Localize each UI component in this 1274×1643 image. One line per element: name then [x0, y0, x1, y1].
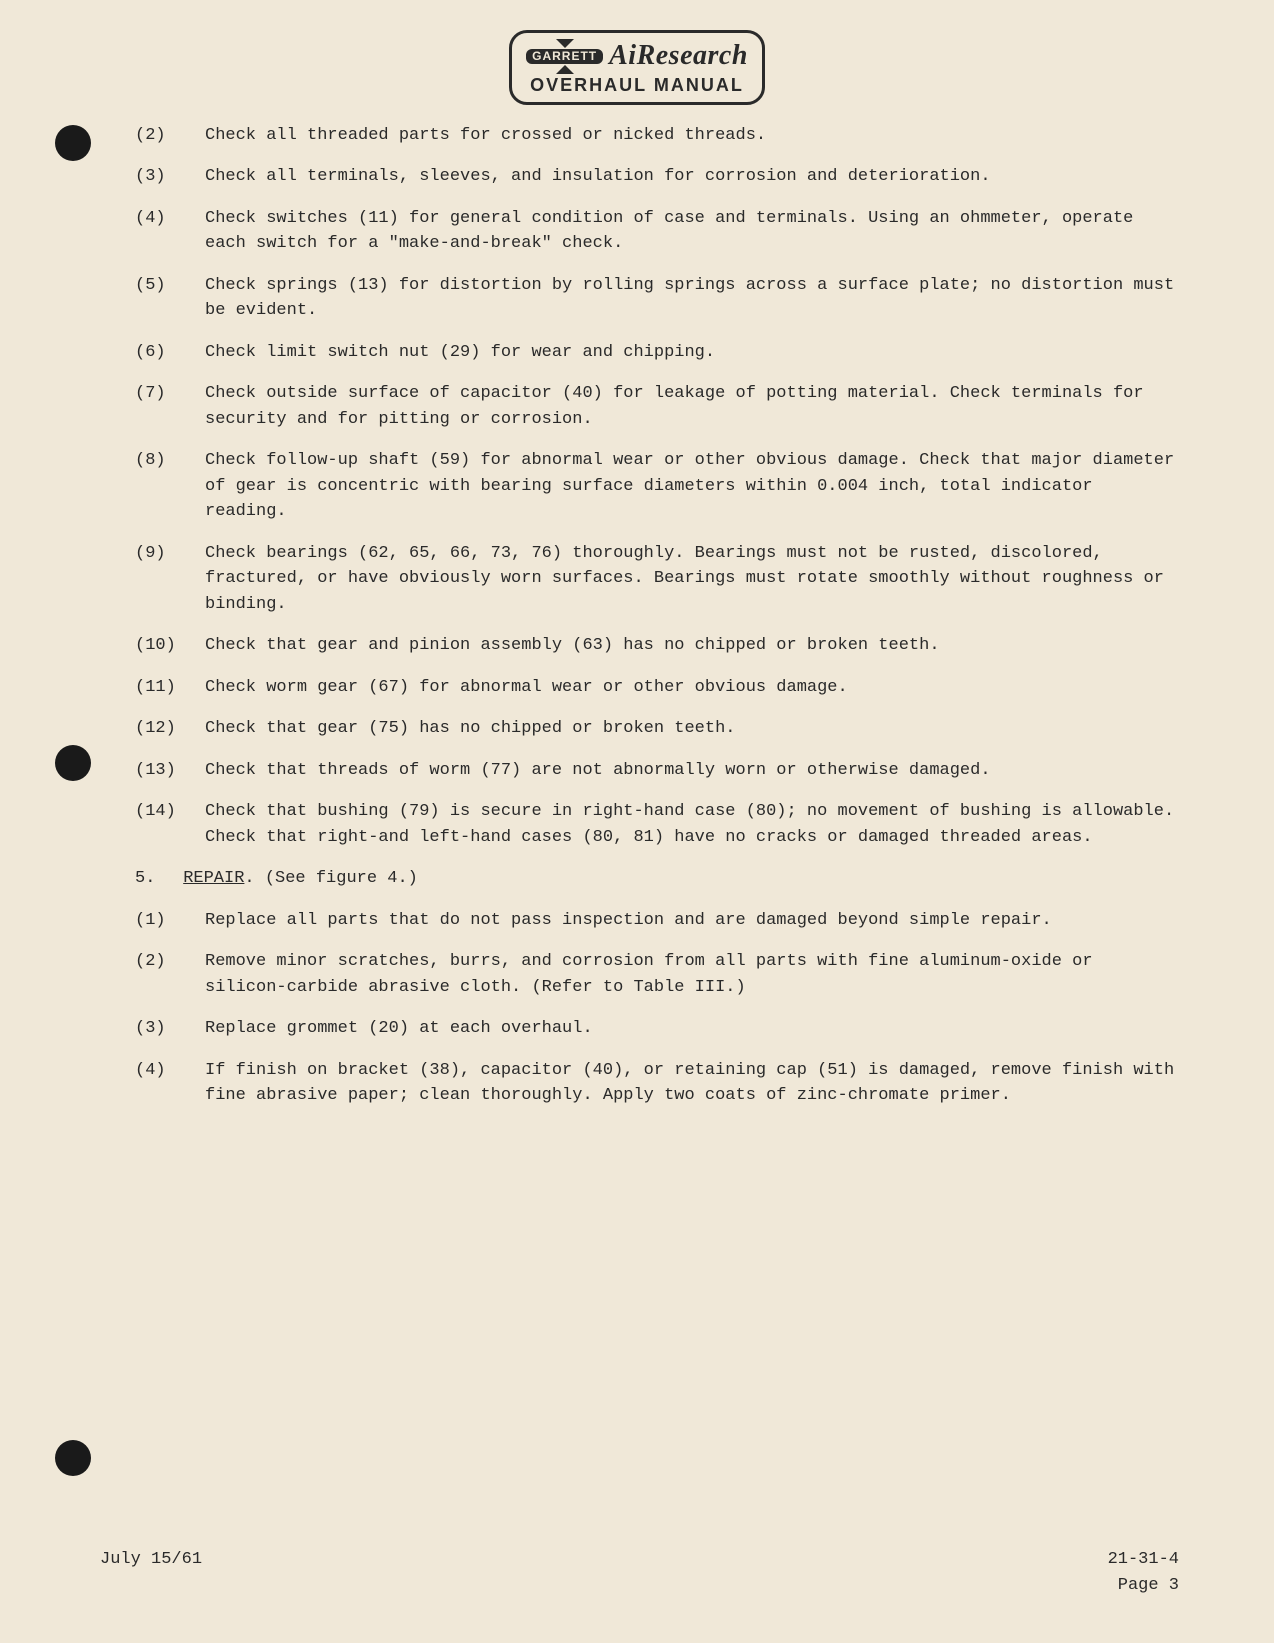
item-number: (4): [135, 206, 205, 257]
list-item: (7)Check outside surface of capacitor (4…: [135, 381, 1179, 432]
list-item: (2)Check all threaded parts for crossed …: [135, 123, 1179, 149]
footer-doc: 21-31-4: [1108, 1547, 1179, 1573]
item-text: Replace grommet (20) at each overhaul.: [205, 1016, 1179, 1042]
page-footer: July 15/61 21-31-4 Page 3: [100, 1547, 1179, 1598]
checks-list: (2)Check all threaded parts for crossed …: [135, 123, 1179, 851]
list-item: (5)Check springs (13) for distortion by …: [135, 273, 1179, 324]
triangle-up-icon: [556, 65, 574, 74]
item-number: (1): [135, 908, 205, 934]
section-number: 5.: [135, 866, 173, 892]
list-item: (3)Check all terminals, sleeves, and ins…: [135, 164, 1179, 190]
item-number: (5): [135, 273, 205, 324]
item-number: (12): [135, 716, 205, 742]
item-text: Check outside surface of capacitor (40) …: [205, 381, 1179, 432]
list-item: (14)Check that bushing (79) is secure in…: [135, 799, 1179, 850]
item-text: Check worm gear (67) for abnormal wear o…: [205, 675, 1179, 701]
item-text: If finish on bracket (38), capacitor (40…: [205, 1058, 1179, 1109]
list-item: (10)Check that gear and pinion assembly …: [135, 633, 1179, 659]
item-text: Check that gear and pinion assembly (63)…: [205, 633, 1179, 659]
footer-page: Page 3: [1108, 1573, 1179, 1599]
list-item: (1)Replace all parts that do not pass in…: [135, 908, 1179, 934]
section-note: (See figure 4.): [265, 869, 418, 888]
page: GARRETT AiResearch OVERHAUL MANUAL (2)Ch…: [0, 0, 1274, 1643]
list-item: (3)Replace grommet (20) at each overhaul…: [135, 1016, 1179, 1042]
section-title: REPAIR: [183, 869, 244, 888]
punch-hole-icon: [55, 125, 91, 161]
item-text: Replace all parts that do not pass inspe…: [205, 908, 1179, 934]
item-text: Check all threaded parts for crossed or …: [205, 123, 1179, 149]
item-text: Remove minor scratches, burrs, and corro…: [205, 949, 1179, 1000]
item-number: (13): [135, 758, 205, 784]
footer-date: July 15/61: [100, 1547, 202, 1598]
logo-subtitle: OVERHAUL MANUAL: [526, 76, 748, 96]
item-number: (3): [135, 164, 205, 190]
brand-name: AiResearch: [609, 41, 748, 72]
list-item: (11)Check worm gear (67) for abnormal we…: [135, 675, 1179, 701]
list-item: (4)If finish on bracket (38), capacitor …: [135, 1058, 1179, 1109]
content-body: (2)Check all threaded parts for crossed …: [135, 123, 1179, 1109]
item-text: Check switches (11) for general conditio…: [205, 206, 1179, 257]
item-number: (8): [135, 448, 205, 525]
triangle-down-icon: [556, 39, 574, 48]
item-number: (7): [135, 381, 205, 432]
item-text: Check follow-up shaft (59) for abnormal …: [205, 448, 1179, 525]
item-text: Check that bushing (79) is secure in rig…: [205, 799, 1179, 850]
list-item: (13)Check that threads of worm (77) are …: [135, 758, 1179, 784]
list-item: (8)Check follow-up shaft (59) for abnorm…: [135, 448, 1179, 525]
item-text: Check springs (13) for distortion by rol…: [205, 273, 1179, 324]
item-number: (6): [135, 340, 205, 366]
item-text: Check limit switch nut (29) for wear and…: [205, 340, 1179, 366]
punch-hole-icon: [55, 1440, 91, 1476]
item-number: (14): [135, 799, 205, 850]
list-item: (12)Check that gear (75) has no chipped …: [135, 716, 1179, 742]
item-number: (3): [135, 1016, 205, 1042]
item-number: (10): [135, 633, 205, 659]
item-number: (11): [135, 675, 205, 701]
garrett-label: GARRETT: [526, 49, 603, 64]
list-item: (9)Check bearings (62, 65, 66, 73, 76) t…: [135, 541, 1179, 618]
item-number: (2): [135, 949, 205, 1000]
item-number: (4): [135, 1058, 205, 1109]
garrett-badge: GARRETT: [526, 39, 603, 74]
item-text: Check that threads of worm (77) are not …: [205, 758, 1179, 784]
list-item: (2)Remove minor scratches, burrs, and co…: [135, 949, 1179, 1000]
list-item: (6)Check limit switch nut (29) for wear …: [135, 340, 1179, 366]
item-text: Check all terminals, sleeves, and insula…: [205, 164, 1179, 190]
logo-badge: GARRETT AiResearch OVERHAUL MANUAL: [509, 30, 765, 105]
item-number: (9): [135, 541, 205, 618]
logo-container: GARRETT AiResearch OVERHAUL MANUAL: [95, 30, 1179, 105]
item-number: (2): [135, 123, 205, 149]
list-item: (4)Check switches (11) for general condi…: [135, 206, 1179, 257]
item-text: Check bearings (62, 65, 66, 73, 76) thor…: [205, 541, 1179, 618]
punch-hole-icon: [55, 745, 91, 781]
repairs-list: (1)Replace all parts that do not pass in…: [135, 908, 1179, 1109]
item-text: Check that gear (75) has no chipped or b…: [205, 716, 1179, 742]
section-heading: 5. REPAIR. (See figure 4.): [135, 866, 1179, 892]
